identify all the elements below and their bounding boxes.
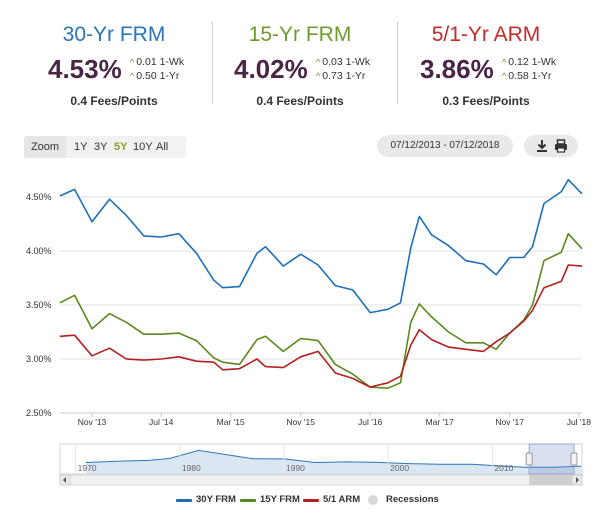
legend-label: 30Y FRM: [196, 494, 236, 505]
yearly-change: ^ 0.58 1-Yr: [502, 70, 551, 82]
legend-label: 5/1 ARM: [323, 494, 361, 505]
rate-value: 3.86%: [420, 54, 494, 84]
x-tick-label: Jul '14: [149, 417, 174, 427]
legend-swatch: [303, 499, 319, 502]
up-arrow-icon: ^: [502, 57, 507, 67]
x-tick-label: Nov '17: [495, 417, 524, 427]
rate-card-arm: 5/1-Yr ARM 3.86% ^ 0.12 1-Wk ^ 0.58 1-Yr 0…: [396, 22, 576, 108]
weekly-change: ^ 0.12 1-Wk: [502, 56, 556, 68]
rate-title: 15-Yr FRM: [248, 23, 352, 46]
zoom-10y-button[interactable]: 10Y: [133, 141, 153, 153]
rate-value: 4.02%: [234, 54, 308, 84]
download-icon[interactable]: [534, 138, 550, 154]
x-tick-label: Jul '16: [358, 417, 383, 427]
navigator-label: 1980: [182, 463, 201, 473]
y-tick-label: 2.50%: [26, 408, 52, 418]
yearly-change-text: 0.58 1-Yr: [508, 70, 552, 82]
rate-summary: 30-Yr FRM 4.53% ^ 0.01 1-Wk ^ 0.50 1-Yr 0.…: [0, 0, 600, 112]
x-tick-label: Nov '13: [78, 417, 107, 427]
rate-fees: 0.4 Fees/Points: [256, 94, 344, 108]
zoom-1y-button[interactable]: 1Y: [74, 141, 88, 153]
zoom-5y-button[interactable]: 5Y: [114, 141, 128, 153]
x-axis: Nov '13 Jul '14 Mar '15 Nov '15 Jul '16 Mar '…: [60, 412, 592, 427]
printer-icon[interactable]: [553, 138, 569, 154]
scrollbar-track[interactable]: [59, 474, 583, 486]
navigator-label: 2010: [494, 463, 513, 473]
legend-label: Recessions: [386, 494, 439, 505]
legend-dot: [368, 495, 378, 505]
zoom-3y-button[interactable]: 3Y: [94, 141, 108, 153]
up-arrow-icon: ^: [316, 71, 321, 81]
navigator-label: 2000: [390, 463, 409, 473]
zoom-options: 1Y 3Y 5Y 10Y All: [66, 136, 186, 158]
legend-label: 15Y FRM: [260, 494, 300, 505]
scrollbar-thumb[interactable]: [529, 475, 574, 485]
divider: [397, 22, 398, 104]
navigator-handle-right[interactable]: [570, 452, 578, 466]
divider: [212, 22, 213, 104]
yearly-change-text: 0.50 1-Yr: [136, 70, 180, 82]
navigator-label: 1990: [286, 463, 305, 473]
date-range-button[interactable]: 07/12/2013 - 07/12/2018: [377, 135, 513, 157]
legend-swatch: [240, 499, 256, 502]
navigator[interactable]: 1970 1980 1990 2000 2010: [59, 443, 583, 486]
legend-swatch: [176, 499, 192, 502]
navigator-line: [85, 449, 582, 468]
up-arrow-icon: ^: [130, 71, 135, 81]
rate-card-30yr: 30-Yr FRM 4.53% ^ 0.01 1-Wk ^ 0.50 1-Yr 0.…: [24, 22, 204, 108]
rate-fees: 0.3 Fees/Points: [442, 94, 530, 108]
zoom-all-button[interactable]: All: [156, 141, 169, 153]
navigator-label: 1970: [78, 463, 97, 473]
y-axis: 2.50% 3.00% 3.50% 4.00% 4.50%: [26, 192, 52, 418]
weekly-change-text: 0.03 1-Wk: [322, 56, 371, 68]
x-tick-label: Jul '18: [567, 417, 592, 427]
y-tick-label: 4.00%: [26, 246, 52, 256]
up-arrow-icon: ^: [502, 71, 507, 81]
scroll-left-icon: [63, 477, 66, 483]
rate-title: 5/1-Yr ARM: [431, 23, 541, 46]
weekly-change-text: 0.12 1-Wk: [508, 56, 557, 68]
x-tick-label: Nov '15: [286, 417, 315, 427]
mortgage-rates-chart[interactable]: 2.50% 3.00% 3.50% 4.00% 4.50% Nov '13 Jul '14…: [0, 0, 600, 490]
scroll-right-icon: [576, 477, 579, 483]
series-line-0[interactable]: [59, 178, 583, 314]
chart-tools: [524, 135, 578, 157]
legend: 30Y FRM 15Y FRM 5/1 ARM Recessions: [0, 492, 600, 508]
yearly-change: ^ 0.50 1-Yr: [130, 70, 179, 82]
weekly-change: ^ 0.03 1-Wk: [316, 56, 370, 68]
y-tick-label: 4.50%: [26, 192, 52, 202]
x-tick-label: Mar '15: [217, 417, 245, 427]
navigator-handle-left[interactable]: [525, 452, 533, 466]
weekly-change: ^ 0.01 1-Wk: [130, 56, 184, 68]
rate-value: 4.53%: [48, 54, 122, 84]
navigator-selection[interactable]: [528, 443, 575, 475]
rate-fees: 0.4 Fees/Points: [70, 94, 158, 108]
x-tick-label: Mar '17: [426, 417, 454, 427]
rate-card-15yr: 15-Yr FRM 4.02% ^ 0.03 1-Wk ^ 0.73 1-Yr 0.…: [210, 22, 390, 108]
yearly-change: ^ 0.73 1-Yr: [316, 70, 365, 82]
zoom-label: Zoom: [24, 136, 66, 158]
up-arrow-icon: ^: [130, 57, 135, 67]
yearly-change-text: 0.73 1-Yr: [322, 70, 366, 82]
plot-background: [60, 170, 582, 413]
y-tick-label: 3.00%: [26, 354, 52, 364]
weekly-change-text: 0.01 1-Wk: [136, 56, 185, 68]
y-tick-label: 3.50%: [26, 300, 52, 310]
series-line-2[interactable]: [59, 264, 583, 388]
up-arrow-icon: ^: [316, 57, 321, 67]
rate-title: 30-Yr FRM: [62, 23, 166, 46]
series: [59, 178, 583, 389]
